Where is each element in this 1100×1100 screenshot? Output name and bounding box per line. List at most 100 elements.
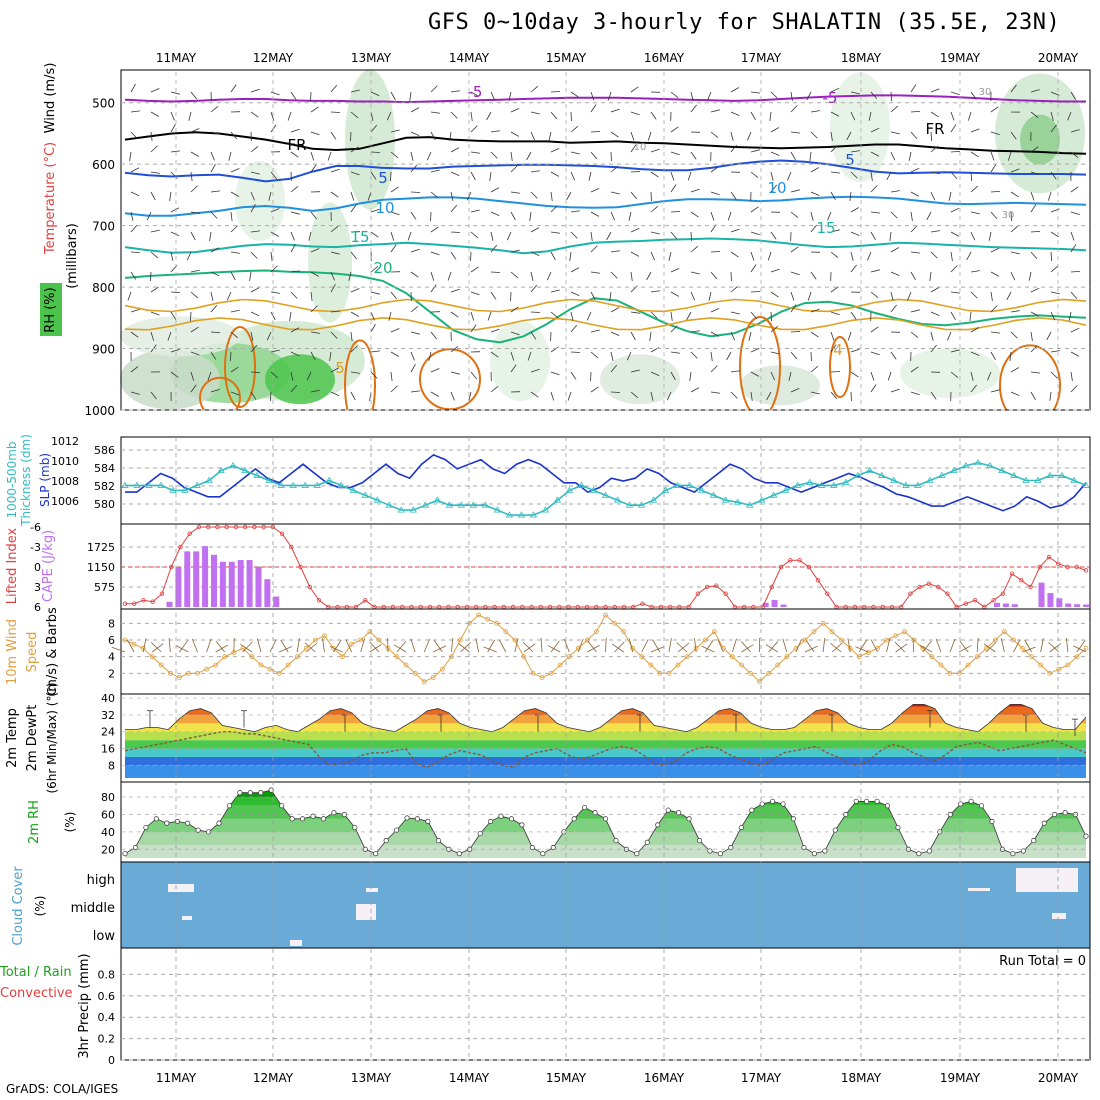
lifted-marker: [205, 524, 211, 530]
wind10-marker: [965, 662, 971, 668]
wind-barb: [670, 151, 680, 156]
wind-barb: [190, 384, 197, 393]
wind-barb: [550, 371, 560, 376]
wind-barb: [450, 147, 460, 153]
wind-barb: [150, 391, 157, 400]
wind-barb: [410, 390, 420, 393]
wind-barb: [790, 304, 797, 313]
thickness-marker: [277, 481, 285, 488]
rh-marker: [1031, 838, 1037, 844]
wind-barb: [250, 171, 260, 175]
y-title-thickness: 1000-500mb: [5, 441, 19, 518]
wind-barb: [830, 286, 839, 293]
wind-barb: [170, 207, 180, 213]
y-title-wind10: (m/s) & Barbs: [45, 607, 60, 697]
y-tick-label: 0.4: [98, 1011, 116, 1024]
wind-barb: [750, 264, 757, 273]
wind10-marker: [403, 662, 409, 668]
rh-marker: [874, 798, 880, 804]
lifted-marker: [261, 524, 266, 530]
wind10-marker: [675, 662, 681, 668]
cape-bar: [184, 551, 191, 607]
wind-barb: [290, 211, 300, 215]
wind10-marker: [730, 654, 735, 660]
wind-barb: [130, 251, 141, 254]
wind-barb: [330, 168, 340, 173]
wind-barb: [950, 265, 958, 273]
rh-marker: [268, 787, 274, 793]
wind-barb: [250, 371, 261, 374]
wind-barb: [370, 208, 380, 213]
y-tick-label: 6: [34, 601, 41, 614]
wind10-barb: [278, 646, 293, 653]
date-label-bottom: 12MAY: [253, 1071, 294, 1085]
wind-barb: [690, 211, 699, 218]
wind-barb: [850, 311, 857, 320]
wind10-barb: [976, 638, 979, 653]
wind-barb: [630, 369, 640, 373]
y-tick-label-right: 575: [94, 581, 115, 594]
wind-barb: [950, 111, 955, 121]
wind-barb: [987, 371, 992, 381]
wind-barb: [790, 291, 795, 301]
wind-barb: [930, 230, 940, 233]
wind-barb: [890, 190, 900, 193]
wind-barb: [190, 291, 199, 299]
wind-barb: [230, 191, 239, 197]
lifted-marker: [972, 598, 978, 603]
wind-barb: [868, 111, 872, 121]
wind-barb: [250, 230, 260, 233]
lifted-marker: [1000, 591, 1006, 596]
thickness-marker: [818, 481, 826, 488]
wind-barb: [908, 151, 912, 161]
wind-barb: [430, 111, 440, 114]
wind-barb: [330, 191, 339, 198]
rh-marker: [425, 818, 431, 824]
wind-barb: [930, 251, 938, 259]
wind10-marker: [312, 637, 318, 643]
rh-marker: [143, 824, 149, 831]
wind-barb: [407, 231, 412, 241]
wind10-barb: [423, 638, 431, 653]
thickness-marker: [481, 501, 490, 508]
wind-barb: [468, 391, 472, 401]
isotherm--5: [124, 94, 1086, 104]
wind-barb: [849, 191, 852, 201]
lifted-marker: [908, 591, 913, 596]
wind10-barb: [859, 639, 867, 653]
wind-barb: [1070, 151, 1079, 158]
wind-barb: [370, 324, 376, 333]
rh-marker: [153, 816, 159, 822]
wind-barb: [150, 229, 160, 233]
wind-barb: [550, 251, 556, 261]
wind-barb: [290, 351, 300, 357]
thickness-marker: [637, 501, 646, 508]
wind-barb: [970, 231, 976, 241]
wind-barb: [670, 171, 675, 181]
wind10-marker: [757, 679, 763, 685]
wind-barb: [710, 331, 720, 337]
wind-barb: [790, 246, 799, 253]
y-tick-label: 0.6: [98, 990, 116, 1003]
isotherm-30: [829, 335, 851, 398]
wind-barb: [1010, 84, 1017, 93]
wind-barb: [750, 347, 760, 353]
wind-barb: [329, 351, 332, 361]
wind-barb: [130, 167, 140, 173]
wind-barb: [966, 251, 972, 261]
rh-marker: [456, 851, 462, 857]
wind-barb: [487, 311, 492, 321]
y-tick-label: 80: [101, 791, 115, 804]
wind-barb: [350, 288, 360, 293]
date-label-bottom: 11MAY: [156, 1071, 197, 1085]
isotherm-10: [124, 195, 1087, 217]
wind-barb: [890, 105, 899, 113]
date-label-bottom: 17MAY: [741, 1071, 782, 1085]
wind-barb: [830, 111, 840, 117]
wind-barb: [930, 145, 939, 153]
wind10-barb: [830, 642, 842, 653]
wind-barb: [569, 251, 572, 261]
wind-barb: [626, 351, 632, 361]
wind-barb: [990, 190, 1001, 193]
